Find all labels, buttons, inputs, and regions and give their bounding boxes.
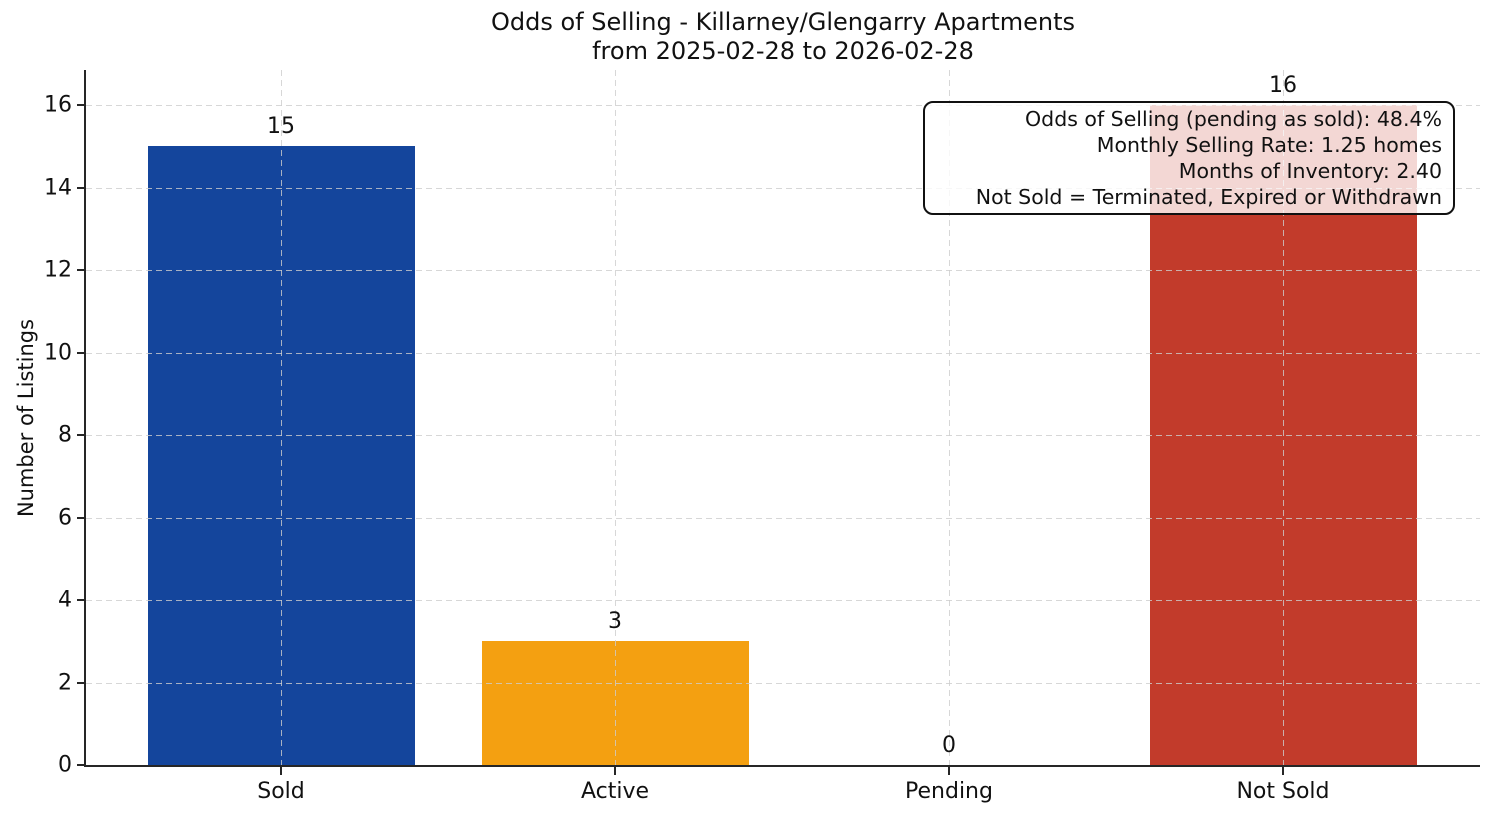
h-gridline [86, 600, 1480, 601]
x-tick-mark [948, 767, 950, 775]
y-tick-label: 16 [44, 92, 72, 118]
v-gridline [1283, 70, 1284, 765]
y-tick-label: 4 [58, 587, 72, 613]
chart-title-line-2: from 2025-02-28 to 2026-02-28 [592, 37, 974, 65]
h-gridline [86, 682, 1480, 684]
h-gridline [86, 435, 1480, 436]
y-tick-label: 12 [44, 257, 72, 283]
x-tick-mark [1282, 767, 1284, 775]
chart-title-line-1: Odds of Selling - Killarney/Glengarry Ap… [490, 8, 1075, 36]
y-tick-mark [77, 681, 85, 684]
y-tick-mark [77, 434, 85, 436]
annotation-monthly-selling-rate: Monthly Selling Rate: 1.25 homes [1096, 133, 1442, 157]
y-tick-label: 0 [58, 752, 72, 778]
bar-value-label-not-sold: 16 [1269, 73, 1297, 98]
bar-value-label-pending: 0 [942, 733, 956, 758]
h-gridline [86, 352, 1480, 354]
v-gridline [615, 70, 616, 765]
x-tick-label-active: Active [580, 779, 650, 804]
y-tick-label: 14 [44, 175, 72, 200]
h-gridline [86, 517, 1480, 519]
y-tick-mark [77, 269, 85, 271]
bar-value-label-sold: 15 [267, 114, 295, 140]
y-tick-label: 8 [58, 422, 72, 448]
x-tick-label-pending: Pending [905, 779, 993, 804]
y-tick-mark [77, 764, 85, 766]
x-axis-spine [84, 765, 1480, 767]
h-gridline [86, 105, 1480, 106]
x-tick-mark [280, 767, 282, 775]
stats-annotation-box: Odds of Selling (pending as sold): 48.4%… [923, 101, 1455, 215]
y-tick-label: 6 [58, 505, 72, 530]
x-tick-label-sold: Sold [257, 779, 305, 804]
y-tick-mark [77, 186, 85, 189]
chart-title: Odds of Selling - Killarney/Glengarry Ap… [86, 8, 1480, 66]
y-axis-spine [84, 70, 86, 767]
y-tick-label: 10 [44, 340, 72, 365]
v-gridline [281, 70, 282, 765]
y-tick-label: 2 [58, 670, 72, 695]
v-gridline [949, 70, 950, 765]
y-tick-mark [77, 516, 85, 519]
annotation-not-sold-definition: Not Sold = Terminated, Expired or Withdr… [975, 185, 1442, 209]
x-tick-mark [614, 767, 616, 775]
bar-value-label-active: 3 [608, 609, 622, 635]
y-tick-mark [77, 351, 85, 354]
y-tick-mark [77, 599, 85, 601]
h-gridline [86, 270, 1480, 271]
y-tick-mark [77, 104, 85, 106]
annotation-odds-of-selling: Odds of Selling (pending as sold): 48.4% [1025, 107, 1442, 131]
h-gridline [86, 187, 1480, 189]
annotation-months-of-inventory: Months of Inventory: 2.40 [1178, 159, 1442, 183]
x-tick-label-not-sold: Not Sold [1236, 779, 1330, 804]
